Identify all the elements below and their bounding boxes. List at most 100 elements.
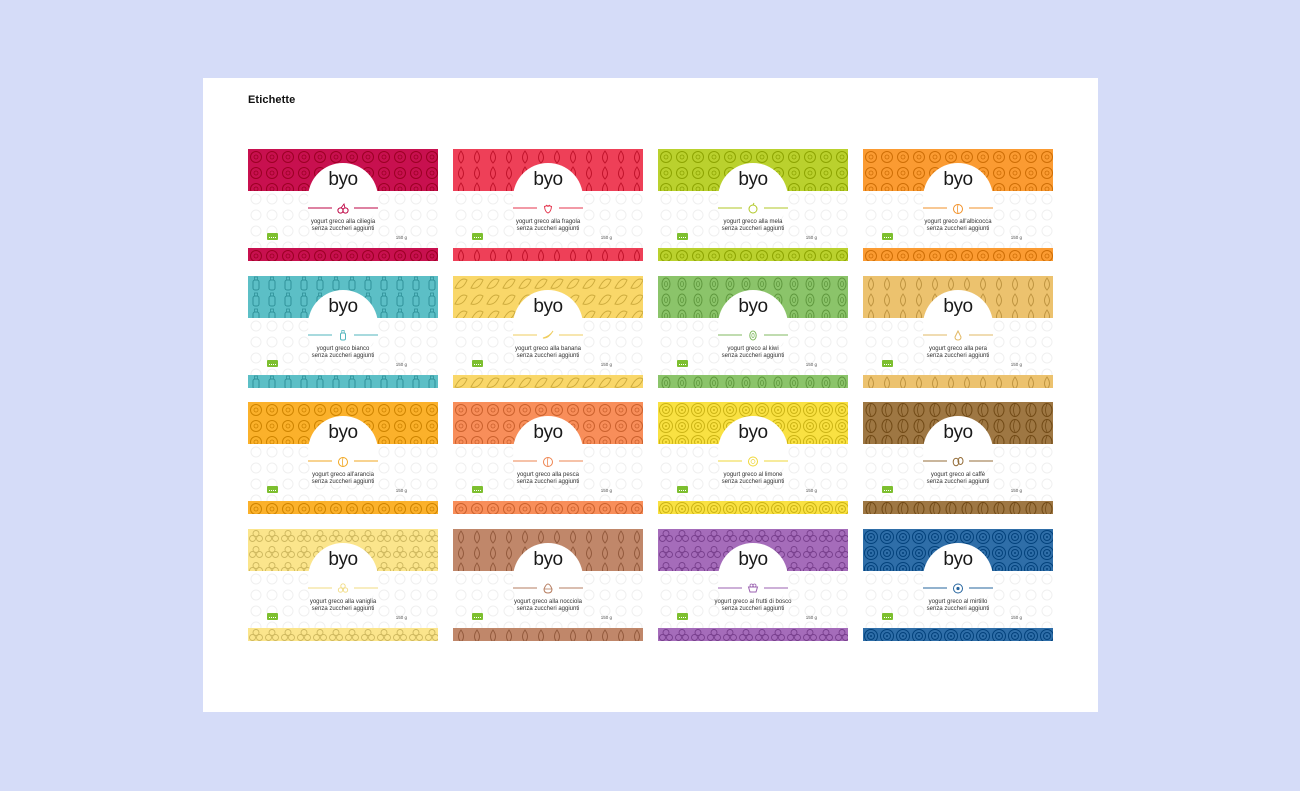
- logo-dome: [718, 543, 788, 613]
- eu-organic-leaf-icon: [882, 233, 893, 240]
- apple-icon: [658, 201, 848, 214]
- brand-logo: byo: [328, 169, 358, 190]
- product-label-pesca: byo yogurt greco alla pesca senza zucche…: [453, 402, 643, 514]
- product-name: yogurt greco alla nocciola: [513, 599, 583, 605]
- product-label-arancia: byo yogurt greco all'arancia senza zucch…: [248, 402, 438, 514]
- net-weight: 150 g: [600, 488, 612, 493]
- vanilla-flower-icon: [248, 581, 438, 593]
- product-name: yogurt greco alla pesca: [516, 472, 580, 478]
- brand-logo: byo: [328, 296, 358, 317]
- product-claim: senza zuccheri aggiunti: [926, 606, 990, 613]
- product-claim: senza zuccheri aggiunti: [926, 226, 990, 233]
- label-pattern-bottom: [863, 628, 1053, 641]
- product-label-ciliegia: byo yogurt greco alla ciliegia senza zuc…: [248, 149, 438, 261]
- product-claim: senza zuccheri aggiunti: [311, 479, 375, 486]
- brand-logo: byo: [738, 296, 768, 317]
- product-claim: senza zuccheri aggiunti: [721, 479, 785, 486]
- product-name: yogurt greco al limone: [723, 472, 783, 478]
- banana-icon: [453, 328, 643, 340]
- label-pattern-bottom: [658, 375, 848, 388]
- product-claim: senza zuccheri aggiunti: [311, 606, 375, 613]
- product-claim: senza zuccheri aggiunti: [311, 226, 375, 233]
- product-name: yogurt greco bianco: [316, 346, 370, 352]
- label-pattern-bottom: [248, 628, 438, 641]
- logo-dome: [308, 290, 378, 360]
- product-name: yogurt greco alla ciliegia: [310, 219, 376, 225]
- net-weight: 150 g: [805, 488, 817, 493]
- logo-dome: [923, 416, 993, 486]
- product-name: yogurt greco all'arancia: [312, 472, 374, 478]
- net-weight: 150 g: [1010, 362, 1022, 367]
- label-pattern-bottom: [453, 248, 643, 261]
- eu-organic-leaf-icon: [882, 613, 893, 620]
- product-claim: senza zuccheri aggiunti: [721, 226, 785, 233]
- label-pattern-bottom: [863, 501, 1053, 514]
- label-pattern-bottom: [863, 248, 1053, 261]
- label-sheet: Etichette byo yogurt greco alla ciliegia…: [203, 78, 1098, 712]
- product-label-vaniglia: byo yogurt greco alla vaniglia senza zuc…: [248, 529, 438, 641]
- product-description: yogurt greco al mirtillo senza zuccheri …: [863, 599, 1053, 614]
- kiwi-icon: [658, 328, 848, 341]
- brand-logo: byo: [328, 422, 358, 443]
- label-pattern-bottom: [453, 375, 643, 388]
- net-weight: 150 g: [395, 488, 407, 493]
- logo-dome: [923, 163, 993, 233]
- net-weight: 150 g: [600, 362, 612, 367]
- net-weight: 150 g: [395, 362, 407, 367]
- logo-dome: [513, 290, 583, 360]
- logo-dome: [308, 416, 378, 486]
- product-name: yogurt greco alla mela: [723, 219, 783, 225]
- brand-logo: byo: [533, 422, 563, 443]
- product-label-fragola: byo yogurt greco alla fragola senza zucc…: [453, 149, 643, 261]
- brand-logo: byo: [328, 549, 358, 570]
- product-description: yogurt greco alla ciliegia senza zuccher…: [248, 219, 438, 234]
- product-name: yogurt greco al caffè: [930, 472, 986, 478]
- product-name: yogurt greco all'albicocca: [924, 219, 992, 225]
- product-claim: senza zuccheri aggiunti: [721, 353, 785, 360]
- product-label-mirtillo: byo yogurt greco al mirtillo senza zucch…: [863, 529, 1053, 641]
- brand-logo: byo: [533, 169, 563, 190]
- label-pattern-bottom: [863, 375, 1053, 388]
- eu-organic-leaf-icon: [882, 486, 893, 493]
- label-pattern-bottom: [453, 628, 643, 641]
- product-label-limone: byo yogurt greco al limone senza zuccher…: [658, 402, 848, 514]
- eu-organic-leaf-icon: [677, 233, 688, 240]
- product-description: yogurt greco alla vaniglia senza zuccher…: [248, 599, 438, 614]
- pear-icon: [863, 328, 1053, 341]
- eu-organic-leaf-icon: [267, 360, 278, 367]
- eu-organic-leaf-icon: [882, 360, 893, 367]
- label-pattern-bottom: [248, 501, 438, 514]
- eu-organic-leaf-icon: [267, 233, 278, 240]
- net-weight: 150 g: [395, 615, 407, 620]
- brand-logo: byo: [943, 422, 973, 443]
- hazelnut-icon: [453, 581, 643, 594]
- product-label-pera: byo yogurt greco alla pera senza zuccher…: [863, 276, 1053, 388]
- page-title: Etichette: [248, 94, 296, 106]
- strawberry-icon: [453, 201, 643, 214]
- product-label-nocciola: byo yogurt greco alla nocciola senza zuc…: [453, 529, 643, 641]
- logo-dome: [513, 163, 583, 233]
- product-name: yogurt greco al mirtillo: [928, 599, 988, 605]
- eu-organic-leaf-icon: [267, 613, 278, 620]
- product-description: yogurt greco bianco senza zuccheri aggiu…: [248, 346, 438, 361]
- brand-logo: byo: [943, 169, 973, 190]
- product-label-caffe: byo yogurt greco al caffè senza zuccheri…: [863, 402, 1053, 514]
- brand-logo: byo: [738, 169, 768, 190]
- product-description: yogurt greco alla nocciola senza zuccher…: [453, 599, 643, 614]
- net-weight: 150 g: [1010, 615, 1022, 620]
- eu-organic-leaf-icon: [472, 613, 483, 620]
- brand-logo: byo: [533, 296, 563, 317]
- product-description: yogurt greco all'albicocca senza zuccher…: [863, 219, 1053, 234]
- label-pattern-bottom: [658, 501, 848, 514]
- product-name: yogurt greco alla banana: [514, 346, 582, 352]
- product-description: yogurt greco all'arancia senza zuccheri …: [248, 472, 438, 487]
- product-claim: senza zuccheri aggiunti: [516, 606, 580, 613]
- product-description: yogurt greco alla pesca senza zuccheri a…: [453, 472, 643, 487]
- logo-dome: [923, 290, 993, 360]
- product-label-kiwi: byo yogurt greco al kiwi senza zuccheri …: [658, 276, 848, 388]
- eu-organic-leaf-icon: [472, 486, 483, 493]
- net-weight: 150 g: [1010, 488, 1022, 493]
- product-description: yogurt greco alla mela senza zuccheri ag…: [658, 219, 848, 234]
- logo-dome: [923, 543, 993, 613]
- logo-dome: [718, 416, 788, 486]
